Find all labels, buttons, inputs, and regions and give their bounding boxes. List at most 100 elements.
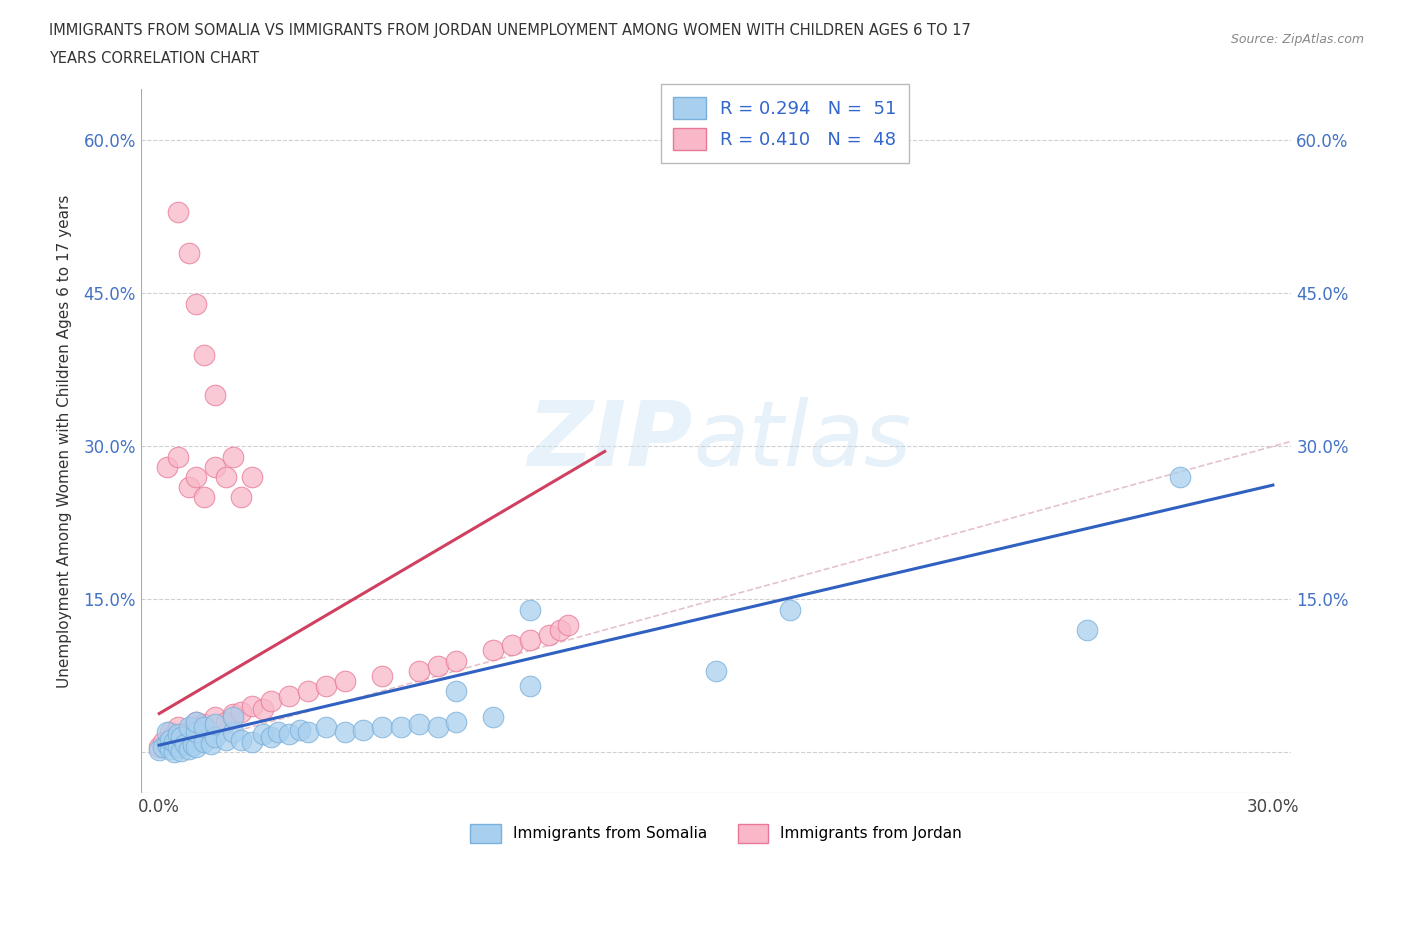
Point <box>278 689 301 704</box>
Y-axis label: Unemployment Among Women with Children Ages 6 to 17 years: Unemployment Among Women with Children A… <box>58 194 72 688</box>
Point <box>252 702 274 717</box>
Point <box>333 724 356 739</box>
Point <box>389 720 412 735</box>
Point <box>204 729 226 744</box>
Point <box>170 744 193 759</box>
Point <box>215 470 238 485</box>
Point <box>177 742 200 757</box>
Point <box>537 628 560 643</box>
Point <box>557 618 579 632</box>
Point <box>200 737 222 751</box>
Point <box>315 720 337 735</box>
Point <box>148 739 170 754</box>
Point <box>222 706 245 721</box>
Point <box>152 735 174 750</box>
Point <box>177 480 200 495</box>
Point <box>482 710 505 724</box>
Point <box>186 720 208 735</box>
Point <box>170 726 193 741</box>
Point <box>444 684 467 698</box>
Point <box>166 726 188 741</box>
Point <box>204 459 226 474</box>
Text: Source: ZipAtlas.com: Source: ZipAtlas.com <box>1230 33 1364 46</box>
Point <box>170 729 193 744</box>
Text: ZIP: ZIP <box>527 397 693 485</box>
Point <box>519 602 541 617</box>
Point <box>193 347 215 362</box>
Point <box>204 716 226 731</box>
Point <box>186 296 208 311</box>
Point <box>444 653 467 668</box>
Point <box>174 737 197 751</box>
Point <box>215 714 238 729</box>
Point <box>229 733 252 748</box>
Point <box>193 490 215 505</box>
Point <box>290 723 312 737</box>
Point <box>163 733 186 748</box>
Point <box>779 602 801 617</box>
Point <box>315 679 337 694</box>
Point <box>177 246 200 260</box>
Point <box>444 714 467 729</box>
Text: IMMIGRANTS FROM SOMALIA VS IMMIGRANTS FROM JORDAN UNEMPLOYMENT AMONG WOMEN WITH : IMMIGRANTS FROM SOMALIA VS IMMIGRANTS FR… <box>49 23 972 38</box>
Point <box>426 720 449 735</box>
Point <box>177 720 200 735</box>
Point <box>159 742 181 757</box>
Point <box>193 720 215 735</box>
Point <box>519 679 541 694</box>
Point <box>222 724 245 739</box>
Point <box>426 658 449 673</box>
Point <box>1168 470 1191 485</box>
Point <box>501 638 523 653</box>
Point <box>148 743 170 758</box>
Point <box>215 733 238 748</box>
Point <box>163 735 186 750</box>
Point <box>222 449 245 464</box>
Point <box>166 720 188 735</box>
Point <box>252 726 274 741</box>
Point <box>333 673 356 688</box>
Text: YEARS CORRELATION CHART: YEARS CORRELATION CHART <box>49 51 259 66</box>
Point <box>240 470 263 485</box>
Point <box>152 739 174 754</box>
Point <box>408 663 430 678</box>
Point <box>1076 622 1098 637</box>
Point <box>186 739 208 754</box>
Point <box>159 733 181 748</box>
Point <box>177 724 200 739</box>
Point <box>240 735 263 750</box>
Text: atlas: atlas <box>693 397 911 485</box>
Point <box>278 726 301 741</box>
Point <box>156 459 179 474</box>
Point <box>259 729 281 744</box>
Point <box>297 684 319 698</box>
Point <box>163 745 186 760</box>
Point <box>352 723 374 737</box>
Point <box>186 724 208 739</box>
Point <box>193 716 215 731</box>
Point <box>166 205 188 219</box>
Point <box>408 716 430 731</box>
Point <box>156 724 179 739</box>
Point <box>181 737 204 752</box>
Point <box>548 622 571 637</box>
Legend: Immigrants from Somalia, Immigrants from Jordan: Immigrants from Somalia, Immigrants from… <box>464 817 969 849</box>
Point <box>704 663 727 678</box>
Point <box>193 735 215 750</box>
Point <box>267 724 290 739</box>
Point <box>204 388 226 403</box>
Point <box>371 720 394 735</box>
Point <box>156 737 179 751</box>
Point <box>159 724 181 739</box>
Point <box>371 669 394 684</box>
Point <box>259 694 281 709</box>
Point <box>166 449 188 464</box>
Point <box>166 739 188 754</box>
Point <box>519 632 541 647</box>
Point <box>186 714 208 729</box>
Point <box>186 470 208 485</box>
Point <box>229 704 252 719</box>
Point <box>186 714 208 729</box>
Point <box>159 729 181 744</box>
Point <box>297 724 319 739</box>
